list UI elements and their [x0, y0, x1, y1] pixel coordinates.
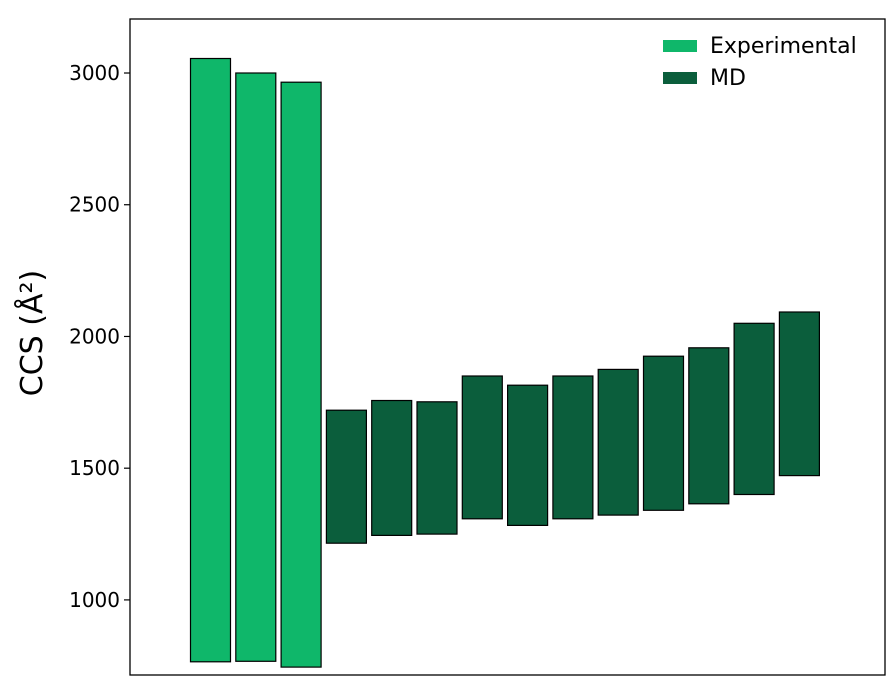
- bar-md-9: [688, 347, 730, 505]
- y-axis-label: CCS (Å²): [14, 270, 50, 396]
- bar-md-7: [597, 368, 639, 516]
- bar-md-10: [733, 322, 775, 496]
- bar-experimental-3: [280, 81, 322, 668]
- plot-frame: [129, 18, 886, 676]
- bar-experimental-1: [189, 57, 232, 663]
- legend-label-experimental: Experimental: [710, 34, 857, 59]
- bar-md-8: [642, 355, 685, 511]
- y-tick-label-3000: 3000: [69, 61, 120, 85]
- legend-swatch-experimental: [663, 40, 697, 52]
- y-tick-label-1500: 1500: [69, 456, 120, 480]
- bar-md-11: [778, 311, 821, 477]
- bar-md-4: [461, 375, 503, 520]
- y-axis: 1000 1500 2000 2500 3000: [69, 61, 130, 612]
- bar-md-3: [416, 401, 458, 535]
- y-tick-label-1000: 1000: [69, 588, 120, 612]
- y-tick-label-2000: 2000: [69, 324, 120, 348]
- legend-swatch-md: [663, 72, 697, 84]
- legend-label-md: MD: [710, 66, 746, 91]
- legend: Experimental MD: [663, 34, 857, 91]
- bar-md-2: [371, 399, 413, 536]
- y-tick-label-2500: 2500: [69, 193, 120, 217]
- bar-md-6: [552, 375, 594, 520]
- bar-md-5: [507, 384, 549, 527]
- bar-experimental-2: [235, 72, 277, 662]
- bar-md-1: [325, 409, 367, 544]
- bars-group: [189, 57, 821, 668]
